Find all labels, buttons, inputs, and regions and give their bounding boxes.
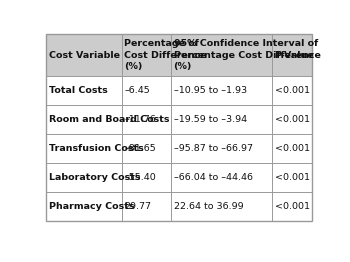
Text: Room and Board Costs: Room and Board Costs <box>49 115 169 124</box>
Text: 29.77: 29.77 <box>124 202 152 211</box>
Text: Transfusion Costs: Transfusion Costs <box>49 144 144 153</box>
Text: –6.45: –6.45 <box>124 86 150 95</box>
Text: –55.40: –55.40 <box>124 173 156 182</box>
Bar <box>47 76 312 105</box>
Text: <0.001: <0.001 <box>275 144 310 153</box>
Text: 95% Confidence Interval of
Percentage Cost Difference
(%): 95% Confidence Interval of Percentage Co… <box>174 39 321 72</box>
Text: Total Costs: Total Costs <box>49 86 107 95</box>
Text: –11.76: –11.76 <box>124 115 156 124</box>
Bar <box>47 134 312 163</box>
Text: –95.87 to –66.97: –95.87 to –66.97 <box>174 144 253 153</box>
Text: <0.001: <0.001 <box>275 202 310 211</box>
Text: –81.65: –81.65 <box>124 144 156 153</box>
Text: –66.04 to –44.46: –66.04 to –44.46 <box>174 173 253 182</box>
Text: Pharmacy Costs: Pharmacy Costs <box>49 202 134 211</box>
Text: P-Value: P-Value <box>275 51 314 60</box>
Bar <box>47 192 312 221</box>
Text: <0.001: <0.001 <box>275 115 310 124</box>
Text: –19.59 to –3.94: –19.59 to –3.94 <box>174 115 247 124</box>
Text: Percentage of
Cost Difference
(%): Percentage of Cost Difference (%) <box>124 39 207 72</box>
Bar <box>47 35 312 76</box>
Text: Laboratory Costs: Laboratory Costs <box>49 173 140 182</box>
Bar <box>47 163 312 192</box>
Text: 22.64 to 36.99: 22.64 to 36.99 <box>174 202 243 211</box>
Text: <0.001: <0.001 <box>275 173 310 182</box>
Bar <box>47 105 312 134</box>
Text: <0.001: <0.001 <box>275 86 310 95</box>
Text: –10.95 to –1.93: –10.95 to –1.93 <box>174 86 247 95</box>
Text: Cost Variable: Cost Variable <box>49 51 120 60</box>
